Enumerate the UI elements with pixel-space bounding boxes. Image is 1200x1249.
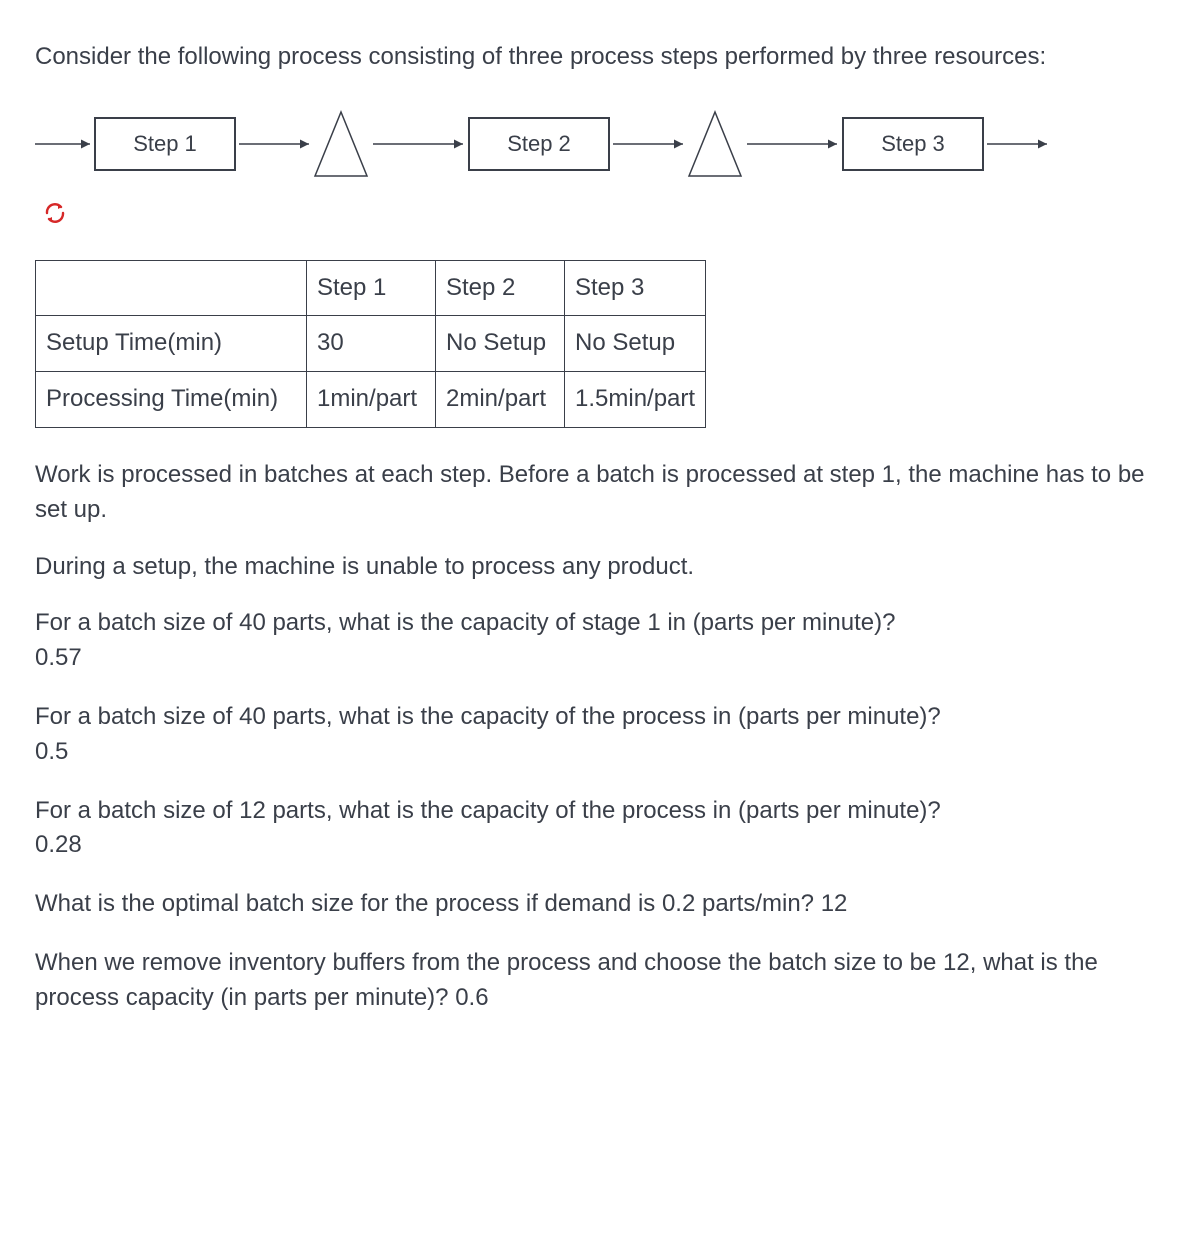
question-2-text: For a batch size of 40 parts, what is th… [35, 703, 941, 730]
process-data-table: Step 1 Step 2 Step 3 Setup Time(min) 30 … [35, 260, 706, 428]
question-3: For a batch size of 12 parts, what is th… [35, 794, 1165, 864]
question-5: When we remove inventory buffers from th… [35, 946, 1165, 1016]
table-header-step1: Step 1 [307, 260, 436, 316]
question-5-answer: 0.6 [455, 984, 488, 1011]
batches-paragraph: Work is processed in batches at each ste… [35, 458, 1165, 528]
question-3-answer: 0.28 [35, 831, 82, 858]
inventory-buffer-icon [315, 112, 367, 176]
question-1-answer: 0.57 [35, 644, 82, 671]
question-3-text: For a batch size of 12 parts, what is th… [35, 797, 941, 824]
table-row: Setup Time(min) 30 No Setup No Setup [36, 316, 706, 372]
process-step-label: Step 2 [507, 131, 571, 156]
cell-setup-step3: No Setup [565, 316, 706, 372]
table-header-step2: Step 2 [436, 260, 565, 316]
cell-setup-step2: No Setup [436, 316, 565, 372]
table-header-step3: Step 3 [565, 260, 706, 316]
question-5-text: When we remove inventory buffers from th… [35, 949, 1098, 1011]
question-1: For a batch size of 40 parts, what is th… [35, 606, 1165, 676]
question-1-text: For a batch size of 40 parts, what is th… [35, 609, 895, 636]
process-step-label: Step 1 [133, 131, 197, 156]
question-4-text: What is the optimal batch size for the p… [35, 890, 814, 917]
cell-setup-step1: 30 [307, 316, 436, 372]
question-4-answer: 12 [821, 890, 848, 917]
row-label-setup: Setup Time(min) [36, 316, 307, 372]
cell-proc-step1: 1min/part [307, 372, 436, 428]
process-flow-diagram: Step 1 Step 2 Step 3 [35, 99, 1165, 189]
question-4: What is the optimal batch size for the p… [35, 887, 1165, 922]
setup-note-paragraph: During a setup, the machine is unable to… [35, 550, 1165, 585]
inventory-buffer-icon [689, 112, 741, 176]
question-2: For a batch size of 40 parts, what is th… [35, 700, 1165, 770]
intro-paragraph: Consider the following process consistin… [35, 40, 1165, 75]
table-header-row: Step 1 Step 2 Step 3 [36, 260, 706, 316]
cell-proc-step3: 1.5min/part [565, 372, 706, 428]
question-2-answer: 0.5 [35, 738, 68, 765]
table-header-blank [36, 260, 307, 316]
table-row: Processing Time(min) 1min/part 2min/part… [36, 372, 706, 428]
refresh-icon[interactable] [43, 203, 67, 223]
process-step-label: Step 3 [881, 131, 945, 156]
cell-proc-step2: 2min/part [436, 372, 565, 428]
row-label-processing: Processing Time(min) [36, 372, 307, 428]
